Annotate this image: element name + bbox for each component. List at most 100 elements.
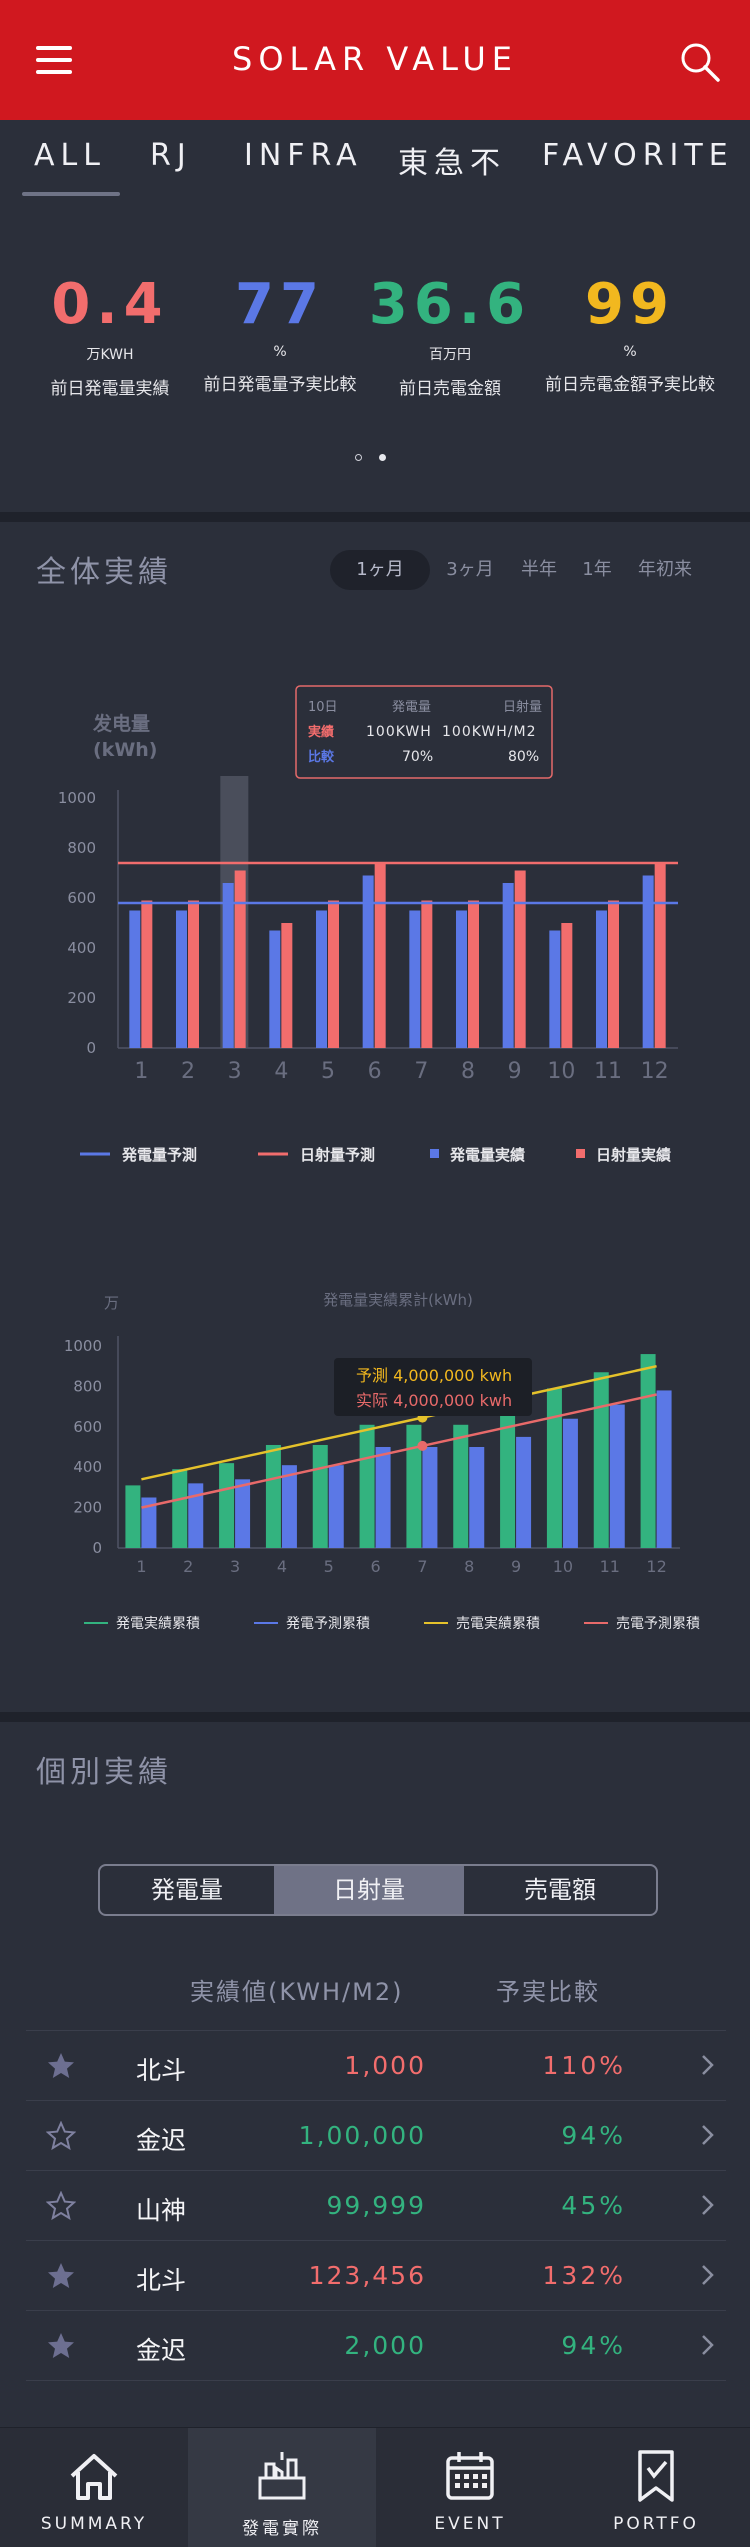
- tab-all[interactable]: ALL: [34, 138, 106, 173]
- list-item[interactable]: 北斗 1,000 110%: [26, 2030, 726, 2100]
- bar-発電予測累積[interactable]: [375, 1447, 391, 1548]
- legend-label: 日射量予測: [300, 1146, 375, 1164]
- chevron-right-icon[interactable]: [698, 2053, 718, 2077]
- bar-発電実績累積[interactable]: [265, 1444, 281, 1548]
- bar-日射量実績[interactable]: [608, 900, 619, 1049]
- list-divider: [26, 2380, 726, 2381]
- bar-発電予測累積[interactable]: [281, 1465, 297, 1548]
- bar-発電量実績[interactable]: [316, 910, 327, 1049]
- bar-発電予測累積[interactable]: [328, 1465, 344, 1548]
- bar-発電量実績[interactable]: [176, 910, 187, 1049]
- favorite-star-icon[interactable]: [46, 2121, 76, 2151]
- list-item[interactable]: 金迟 2,000 94%: [26, 2310, 726, 2380]
- bar-発電量実績[interactable]: [222, 883, 234, 1048]
- period-ytd[interactable]: 年初来: [638, 559, 692, 580]
- kpi-unit: 百万円: [429, 347, 471, 363]
- bar-発電予測累積[interactable]: [188, 1483, 204, 1548]
- x-tick-label: 2: [183, 1557, 193, 1576]
- list-item[interactable]: 金迟 1,00,000 94%: [26, 2100, 726, 2170]
- period-1-year[interactable]: 1年: [582, 559, 612, 580]
- bar-発電量実績[interactable]: [269, 930, 281, 1049]
- bar-日射量実績[interactable]: [374, 863, 386, 1048]
- segment-sales[interactable]: 売電額: [524, 1876, 596, 1904]
- bar-発電量実績[interactable]: [409, 910, 421, 1049]
- favorite-star-icon[interactable]: [46, 2051, 76, 2081]
- bar-発電実績累積[interactable]: [219, 1463, 235, 1548]
- favorite-star-icon[interactable]: [46, 2261, 76, 2291]
- bar-発電量実績[interactable]: [456, 910, 467, 1049]
- bar-発電量実績[interactable]: [642, 875, 654, 1049]
- nav-portfolio[interactable]: PORTFO: [562, 2428, 750, 2547]
- bar-日射量実績[interactable]: [421, 900, 433, 1049]
- bar-日射量実績[interactable]: [468, 900, 479, 1049]
- bar-発電実績累積[interactable]: [406, 1424, 422, 1548]
- kpi-value: 36.6: [368, 272, 532, 337]
- bar-発電予測累積[interactable]: [516, 1436, 532, 1548]
- bar-発電実績累積[interactable]: [125, 1485, 141, 1548]
- bar-日射量実績[interactable]: [234, 870, 246, 1049]
- bar-発電予測累積[interactable]: [141, 1497, 157, 1549]
- period-3-months[interactable]: 3ヶ月: [446, 559, 494, 580]
- legend-label: 発電実績累積: [116, 1616, 200, 1632]
- tooltip-col1: 発電量: [392, 700, 431, 715]
- list-item[interactable]: 北斗 123,456 132%: [26, 2240, 726, 2310]
- bar-発電予測累積[interactable]: [422, 1447, 438, 1548]
- search-icon[interactable]: [678, 40, 722, 84]
- tab-favorite[interactable]: FAVORITE: [542, 138, 734, 173]
- bar-発電実績累積[interactable]: [640, 1354, 656, 1548]
- bar-日射量実績[interactable]: [514, 870, 526, 1049]
- bar-日射量実績[interactable]: [328, 900, 339, 1049]
- bar-発電予測累積[interactable]: [469, 1447, 485, 1548]
- bar-発電実績累積[interactable]: [312, 1444, 328, 1548]
- tab-infra[interactable]: INFRA: [244, 138, 363, 173]
- chevron-right-icon[interactable]: [698, 2263, 718, 2287]
- bar-発電量実績[interactable]: [549, 930, 561, 1049]
- period-half-year[interactable]: 半年: [521, 559, 557, 580]
- site-compare: 110%: [542, 2051, 626, 2080]
- bar-発電予測累積[interactable]: [562, 1418, 578, 1548]
- bar-発電実績累積[interactable]: [546, 1388, 562, 1548]
- x-tick-label: 1: [134, 1059, 148, 1084]
- bar-発電量実績[interactable]: [362, 875, 374, 1049]
- bar-日射量実績[interactable]: [141, 900, 153, 1049]
- carousel-dot[interactable]: [355, 454, 362, 461]
- bar-発電量実績[interactable]: [129, 910, 141, 1049]
- chevron-right-icon[interactable]: [698, 2193, 718, 2217]
- bar-発電予測累積[interactable]: [609, 1404, 625, 1548]
- chevron-right-icon[interactable]: [698, 2333, 718, 2357]
- segment-irradiance[interactable]: 日射量: [274, 1866, 464, 1914]
- tab-tokyu[interactable]: 東急不: [398, 146, 506, 181]
- tooltip-row1-label: 実績: [308, 724, 334, 740]
- bar-発電量実績[interactable]: [502, 883, 514, 1048]
- site-value: 123,456: [308, 2261, 426, 2290]
- bar-日射量実績[interactable]: [281, 923, 293, 1048]
- carousel-dot-active[interactable]: [379, 454, 386, 461]
- period-1-month[interactable]: 1ヶ月: [330, 550, 430, 590]
- bar-発電実績累積[interactable]: [500, 1410, 516, 1548]
- bar-発電予測累積[interactable]: [235, 1479, 251, 1548]
- bar-発電量実績[interactable]: [596, 910, 607, 1049]
- bar-日射量実績[interactable]: [561, 923, 573, 1048]
- bar-発電予測累積[interactable]: [656, 1390, 672, 1548]
- bar-日射量実績[interactable]: [654, 863, 666, 1048]
- bar-発電実績累積[interactable]: [593, 1372, 609, 1548]
- hamburger-menu-icon[interactable]: [36, 46, 72, 74]
- nav-generation[interactable]: 發電實際: [188, 2428, 376, 2547]
- bar-発電実績累積[interactable]: [453, 1424, 469, 1548]
- bar-発電実績累積[interactable]: [359, 1424, 375, 1548]
- legend-label: 売電予測累積: [616, 1616, 700, 1632]
- kpi-carousel[interactable]: 0.4 万KWH 前日発電量実績 77 % 前日発電量予実比較 36.6 百万円…: [0, 270, 750, 420]
- x-tick-label: 3: [228, 1059, 242, 1084]
- list-item[interactable]: 山神 99,999 45%: [26, 2170, 726, 2240]
- tab-rj[interactable]: RJ: [150, 138, 192, 173]
- bar-日射量実績[interactable]: [188, 900, 199, 1049]
- chevron-right-icon[interactable]: [698, 2123, 718, 2147]
- favorite-star-icon[interactable]: [46, 2331, 76, 2361]
- favorite-star-icon[interactable]: [46, 2191, 76, 2221]
- nav-event[interactable]: EVENT: [376, 2428, 564, 2547]
- segment-generation[interactable]: 発電量: [151, 1876, 223, 1904]
- nav-summary[interactable]: SUMMARY: [0, 2428, 188, 2547]
- bar-発電実績累積[interactable]: [172, 1469, 188, 1548]
- cumulative-chart[interactable]: 万 発電量実績累計(kWh) 1 2 3 4 5 6 7 8 9 10 11 12 020040060…: [0, 1270, 750, 1650]
